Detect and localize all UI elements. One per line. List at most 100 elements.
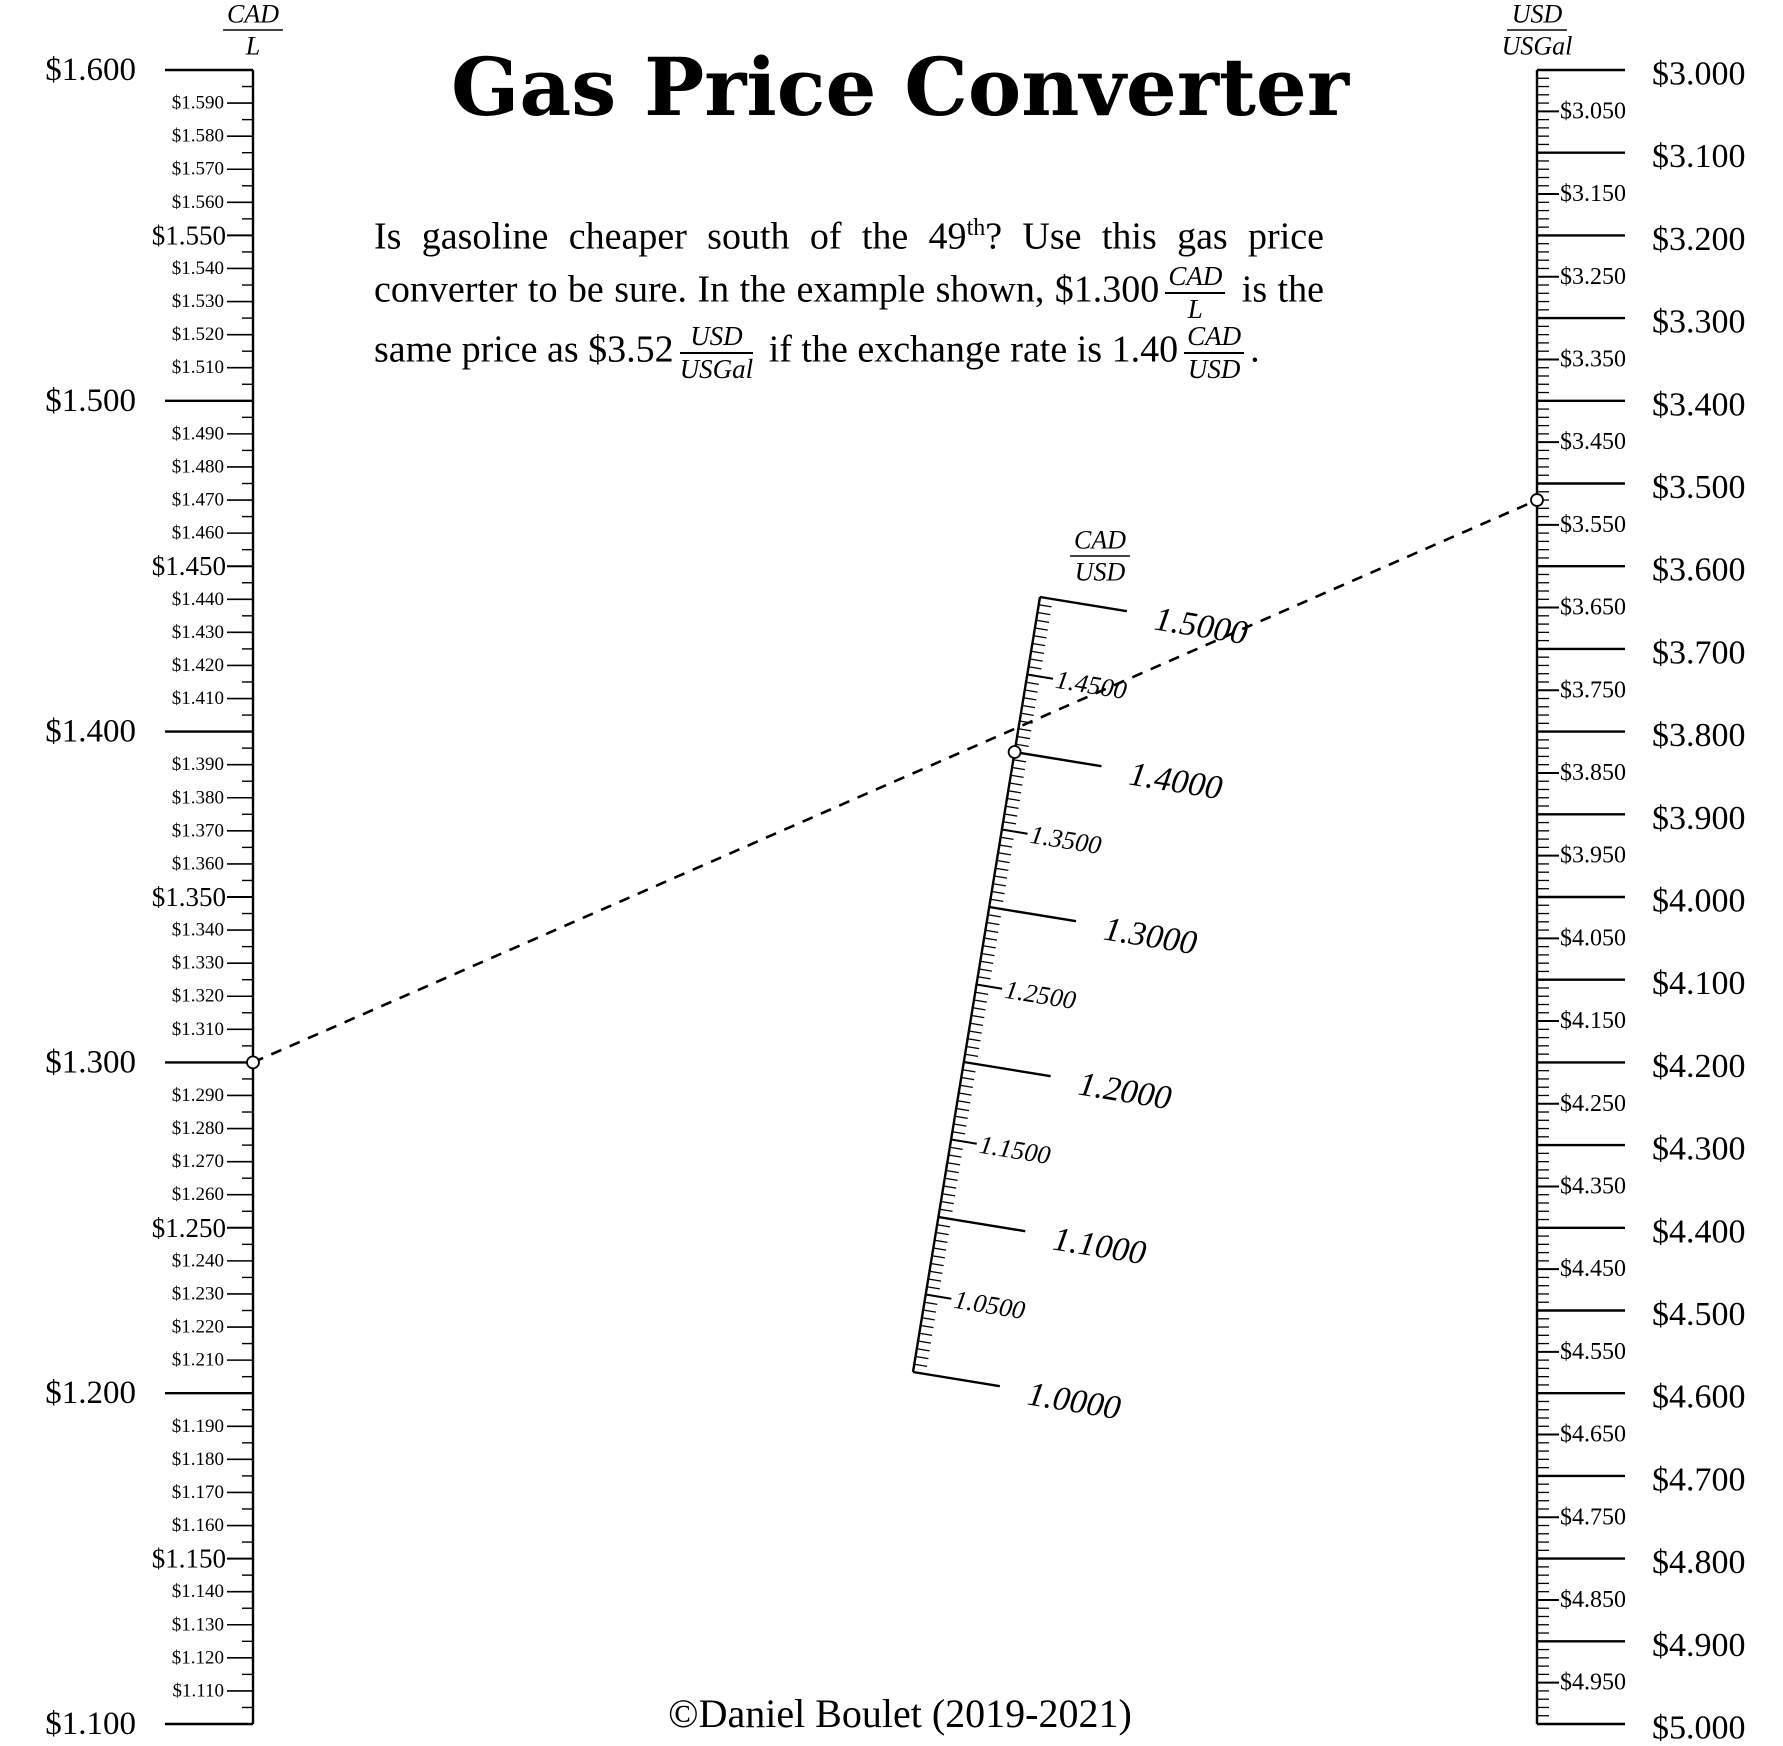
middle-mid-label: 1.2500 [1003, 975, 1078, 1015]
middle-minor-tick [916, 1348, 930, 1352]
middle-minor-tick [982, 945, 996, 949]
middle-minor-tick [1036, 619, 1050, 623]
right-major-label: $3.200 [1652, 221, 1746, 258]
middle-minor-tick [935, 1231, 949, 1236]
right-major-label: $3.600 [1652, 552, 1746, 589]
left-minor-label: $1.580 [172, 126, 224, 147]
left-mid-label: $1.450 [152, 551, 226, 581]
middle-minor-tick [994, 875, 1008, 879]
example-point-left [246, 1055, 260, 1070]
middle-minor-tick [923, 1309, 937, 1313]
left-mid-label: $1.350 [152, 882, 226, 912]
left-major-label: $1.500 [45, 383, 136, 419]
left-minor-label: $1.560 [172, 192, 224, 213]
middle-major-label: 1.1000 [1050, 1221, 1148, 1273]
middle-minor-tick [931, 1255, 945, 1259]
right-major-label: $3.900 [1652, 800, 1746, 837]
fraction-numerator: USD [679, 322, 754, 354]
left-minor-label: $1.470 [172, 490, 224, 511]
middle-minor-tick [964, 1053, 979, 1057]
left-minor-label: $1.170 [172, 1482, 224, 1503]
middle-minor-tick [996, 859, 1010, 864]
fraction-denominator: USD [1187, 353, 1241, 384]
left-minor-label: $1.340 [172, 920, 224, 941]
middle-major-label: 1.2000 [1076, 1066, 1174, 1118]
middle-mid-tick [976, 983, 1003, 990]
middle-minor-tick [1037, 611, 1051, 616]
right-mid-label: $3.650 [1560, 595, 1626, 621]
middle-minor-tick [1029, 658, 1043, 662]
left-minor-label: $1.390 [172, 754, 224, 775]
middle-minor-tick [920, 1324, 934, 1329]
middle-minor-tick [1000, 836, 1014, 840]
left-minor-label: $1.310 [172, 1019, 224, 1040]
right-major-label: $3.700 [1652, 634, 1746, 671]
middle-minor-tick [1010, 774, 1024, 778]
middle-minor-tick [1033, 635, 1047, 639]
middle-minor-tick [1005, 805, 1019, 809]
left-major-label: $1.600 [45, 52, 136, 88]
middle-minor-tick [1004, 813, 1018, 817]
middle-minor-tick [954, 1115, 968, 1119]
middle-mid-tick [950, 1138, 977, 1145]
middle-minor-tick [958, 1092, 972, 1096]
left-mid-label: $1.150 [152, 1544, 226, 1574]
middle-minor-tick [1031, 650, 1045, 654]
right-scale-unit-denominator: USGal [1502, 32, 1573, 61]
right-mid-label: $4.450 [1560, 1256, 1626, 1282]
middle-minor-tick [972, 1007, 986, 1011]
left-minor-label: $1.370 [172, 820, 224, 841]
left-minor-label: $1.130 [172, 1614, 224, 1635]
left-minor-label: $1.260 [172, 1184, 224, 1205]
middle-minor-tick [928, 1278, 942, 1282]
middle-minor-tick [1017, 735, 1031, 740]
middle-minor-tick [917, 1340, 932, 1344]
left-minor-label: $1.490 [172, 423, 224, 444]
middle-minor-tick [939, 1208, 953, 1212]
left-minor-label: $1.440 [172, 589, 224, 610]
left-minor-label: $1.240 [172, 1250, 224, 1271]
right-major-label: $3.500 [1652, 469, 1746, 506]
left-minor-label: $1.210 [172, 1350, 224, 1371]
right-major-label: $4.800 [1652, 1544, 1746, 1581]
left-minor-label: $1.540 [172, 258, 224, 279]
left-minor-label: $1.320 [172, 986, 224, 1007]
middle-minor-tick [926, 1286, 940, 1290]
middle-mid-label: 1.0500 [952, 1285, 1027, 1325]
middle-minor-tick [973, 999, 987, 1003]
middle-minor-tick [1011, 766, 1025, 771]
intro-text-3: is the same price as $3.52 [374, 268, 1324, 371]
left-minor-label: $1.520 [172, 324, 224, 345]
middle-mid-label: 1.1500 [977, 1130, 1052, 1170]
unit-fraction-cad-per-l: CAD L [1165, 262, 1226, 323]
left-major-label: $1.200 [45, 1375, 136, 1411]
right-mid-label: $4.550 [1560, 1339, 1626, 1365]
middle-minor-tick [945, 1169, 959, 1174]
middle-scale-unit-denominator: USD [1075, 558, 1126, 587]
middle-scale-unit-numerator: CAD [1074, 525, 1126, 554]
left-minor-label: $1.140 [172, 1581, 224, 1602]
middle-minor-tick [948, 1154, 962, 1158]
middle-minor-tick [980, 960, 994, 964]
middle-minor-tick [1008, 790, 1022, 794]
middle-minor-tick [1006, 797, 1020, 802]
middle-minor-tick [914, 1363, 928, 1367]
middle-minor-tick [924, 1301, 938, 1305]
left-minor-label: $1.330 [172, 953, 224, 974]
left-minor-label: $1.410 [172, 688, 224, 709]
middle-minor-tick [1023, 697, 1037, 701]
right-major-label: $4.400 [1652, 1213, 1746, 1250]
right-mid-label: $3.750 [1560, 677, 1626, 703]
fraction-numerator: CAD [1165, 262, 1226, 294]
middle-minor-tick [1028, 666, 1042, 670]
right-mid-label: $3.450 [1560, 429, 1626, 455]
middle-minor-tick [1022, 704, 1036, 709]
middle-minor-tick [947, 1162, 961, 1166]
left-major-label: $1.300 [45, 1044, 136, 1080]
right-mid-label: $3.550 [1560, 512, 1626, 538]
middle-major-label: 1.5000 [1152, 601, 1250, 653]
middle-minor-tick [1003, 821, 1017, 825]
middle-minor-tick [985, 929, 999, 933]
middle-minor-tick [937, 1224, 951, 1228]
middle-minor-tick [942, 1193, 956, 1197]
